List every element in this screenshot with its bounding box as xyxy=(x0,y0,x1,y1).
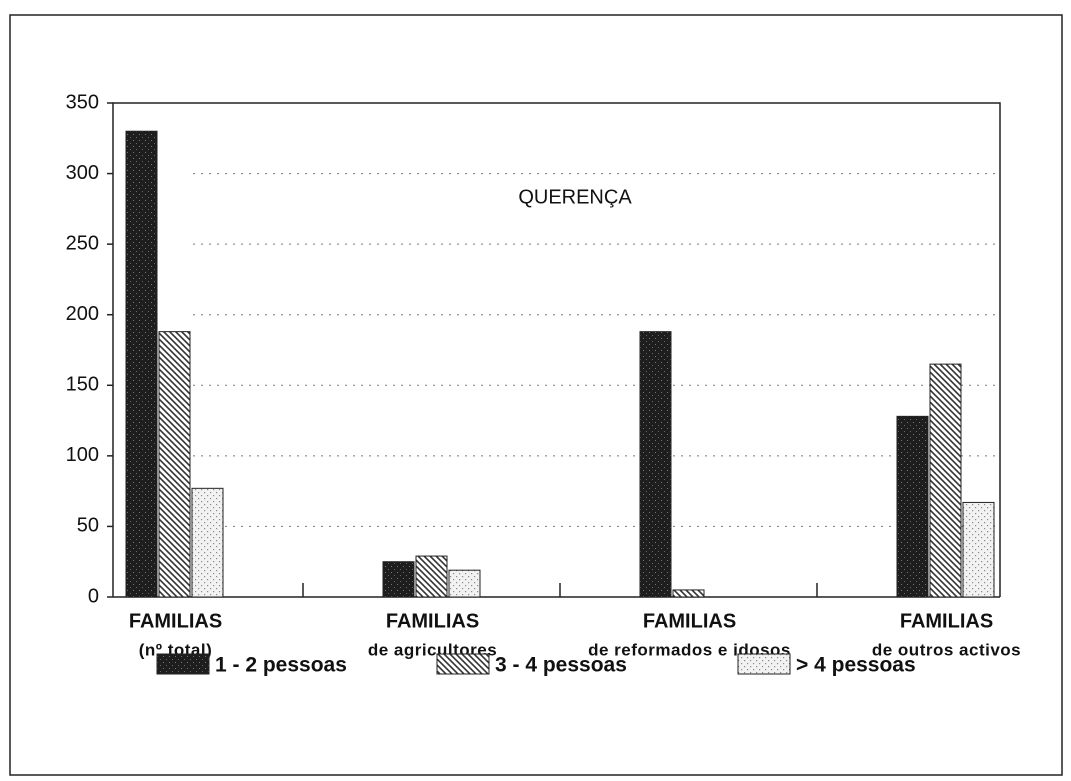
bar xyxy=(639,331,672,598)
bar xyxy=(962,501,995,598)
y-tick-label: 50 xyxy=(77,515,99,537)
bar xyxy=(191,487,224,598)
x-tick-label: FAMILIAS xyxy=(386,610,479,632)
y-tick-label: 250 xyxy=(66,232,99,254)
y-tick-label: 0 xyxy=(88,585,99,607)
bar xyxy=(929,363,962,598)
x-tick-label: FAMILIAS xyxy=(643,610,736,632)
chart-title: QUERENÇA xyxy=(518,186,632,208)
bar xyxy=(382,561,415,598)
y-tick-label: 100 xyxy=(66,444,99,466)
bar xyxy=(125,130,158,598)
bar xyxy=(158,331,191,598)
bar xyxy=(672,589,705,598)
legend-swatch xyxy=(156,653,210,675)
legend-label: 3 - 4 pessoas xyxy=(495,654,627,677)
y-tick-label: 300 xyxy=(66,162,99,184)
legend-label: > 4 pessoas xyxy=(796,654,916,677)
bar xyxy=(896,415,929,598)
y-tick-label: 150 xyxy=(66,374,99,396)
x-tick-label: FAMILIAS xyxy=(900,610,993,632)
x-tick-label: FAMILIAS xyxy=(129,610,222,632)
plot-frame xyxy=(112,102,1001,597)
legend-label: 1 - 2 pessoas xyxy=(215,654,347,677)
x-tick-label: de outros activos xyxy=(872,640,1021,659)
legend-swatch xyxy=(737,653,791,675)
bar xyxy=(415,555,448,598)
y-tick-label: 350 xyxy=(66,91,99,113)
legend-swatch xyxy=(436,653,490,675)
y-tick-label: 200 xyxy=(66,303,99,325)
bar xyxy=(448,569,481,598)
frame xyxy=(9,14,1063,776)
